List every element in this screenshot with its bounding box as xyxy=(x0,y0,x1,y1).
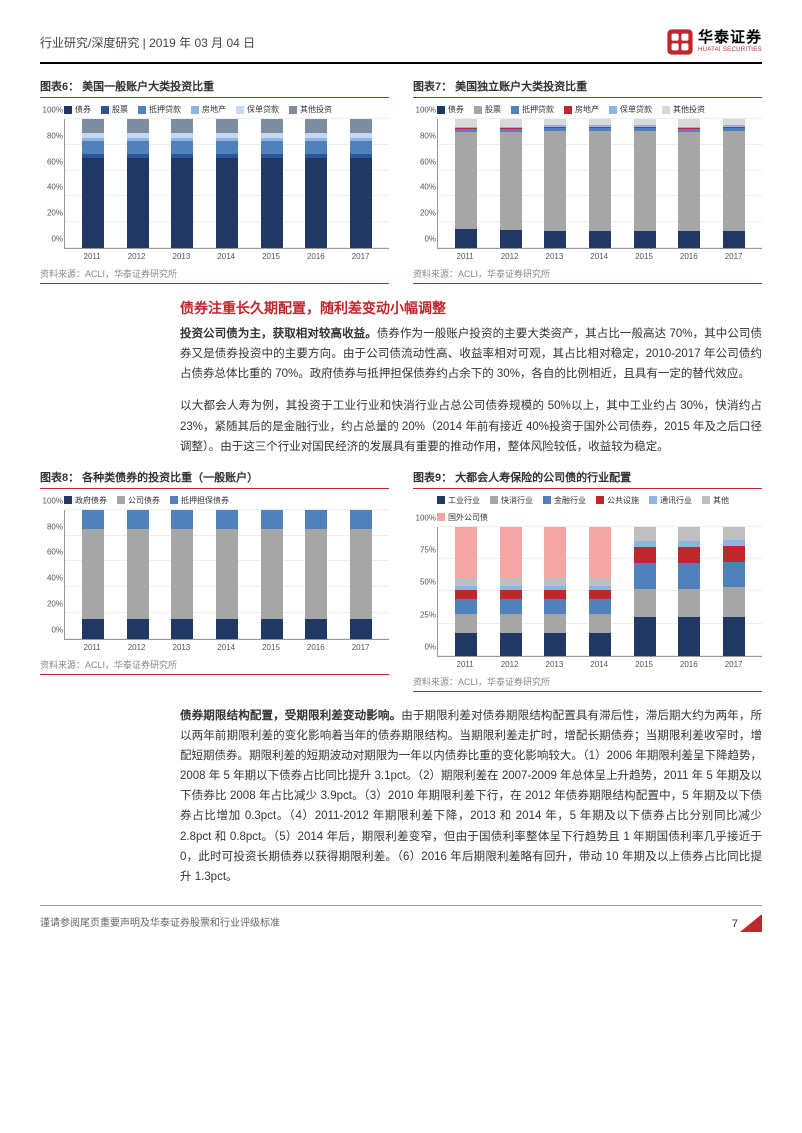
bar xyxy=(455,119,477,248)
bar xyxy=(82,510,104,639)
bar xyxy=(305,510,327,639)
paragraph-2: 以大都会人寿为例，其投资于工业行业和快消行业占总公司债券规模的 50%以上，其中… xyxy=(180,396,762,456)
chart-legend: 政府债券公司债券抵押担保债券 xyxy=(40,495,389,506)
legend-item: 债券 xyxy=(437,104,464,115)
page-header: 行业研究/深度研究 | 2019 年 03 月 04 日 华泰证券 HUATAI… xyxy=(40,28,762,64)
bar xyxy=(589,119,611,248)
legend-item: 工业行业 xyxy=(437,495,480,506)
legend-item: 债券 xyxy=(64,104,91,115)
bar xyxy=(634,119,656,248)
chart-source: 资料来源：ACLI，华泰证券研究所 xyxy=(40,658,389,675)
legend-item: 公共设施 xyxy=(596,495,639,506)
bar xyxy=(455,527,477,656)
bar xyxy=(723,527,745,656)
legend-item: 快消行业 xyxy=(490,495,533,506)
bar xyxy=(127,119,149,248)
legend-item: 抵押贷款 xyxy=(511,104,554,115)
chart-xaxis: 2011201220132014201520162017 xyxy=(64,252,389,261)
bar xyxy=(678,527,700,656)
chart-legend: 债券股票抵押贷款房地产保单贷款其他投资 xyxy=(413,104,762,115)
bar xyxy=(350,510,372,639)
chart-canvas: 0%20%40%60%80%100% xyxy=(64,119,389,249)
paragraph-1: 投资公司债为主，获取相对较高收益。债券作为一般账户投资的主要大类资产，其占比一般… xyxy=(180,324,762,384)
chart-legend: 债券股票抵押贷款房地产保单贷款其他投资 xyxy=(40,104,389,115)
page-footer: 谨请参阅尾页重要声明及华泰证券股票和行业评级标准 7 xyxy=(40,905,762,932)
legend-item: 股票 xyxy=(474,104,501,115)
bar xyxy=(305,119,327,248)
chart-canvas: 0%20%40%60%80%100% xyxy=(437,119,762,249)
chart-xaxis: 2011201220132014201520162017 xyxy=(64,643,389,652)
chart-source: 资料来源：ACLI，华泰证券研究所 xyxy=(413,675,762,692)
legend-item: 股票 xyxy=(101,104,128,115)
legend-item: 公司债券 xyxy=(117,495,160,506)
chart-title: 图表9： 大都会人寿保险的公司债的行业配置 xyxy=(413,469,762,489)
bar xyxy=(127,510,149,639)
breadcrumb: 行业研究/深度研究 | 2019 年 03 月 04 日 xyxy=(40,34,255,51)
chart-source: 资料来源：ACLI，华泰证券研究所 xyxy=(413,267,762,284)
bar xyxy=(500,527,522,656)
chart-source: 资料来源：ACLI，华泰证券研究所 xyxy=(40,267,389,284)
legend-item: 其他投资 xyxy=(662,104,705,115)
chart-title: 图表6： 美国一般账户大类投资比重 xyxy=(40,78,389,98)
chart-title: 图表8： 各种类债券的投资比重（一般账户） xyxy=(40,469,389,489)
bar xyxy=(544,527,566,656)
bar xyxy=(678,119,700,248)
chart-canvas: 0%25%50%75%100% xyxy=(437,527,762,657)
legend-item: 通讯行业 xyxy=(649,495,692,506)
chart-xaxis: 2011201220132014201520162017 xyxy=(437,660,762,669)
legend-item: 房地产 xyxy=(191,104,226,115)
legend-item: 保单贷款 xyxy=(609,104,652,115)
logo-text-cn: 华泰证券 xyxy=(698,30,762,47)
chart-6: 图表6： 美国一般账户大类投资比重债券股票抵押贷款房地产保单贷款其他投资 0%20… xyxy=(40,78,389,284)
chart-9: 图表9： 大都会人寿保险的公司债的行业配置工业行业快消行业金融行业公共设施通讯行… xyxy=(413,469,762,692)
legend-item: 国外公司债 xyxy=(437,512,488,523)
bar xyxy=(634,527,656,656)
bar xyxy=(261,119,283,248)
legend-item: 保单贷款 xyxy=(236,104,279,115)
bar xyxy=(589,527,611,656)
section-title-1: 债券注重长久期配置，随利差变动小幅调整 xyxy=(180,298,762,318)
bar xyxy=(261,510,283,639)
bar xyxy=(171,119,193,248)
chart-canvas: 0%20%40%60%80%100% xyxy=(64,510,389,640)
legend-item: 其他 xyxy=(702,495,729,506)
bar xyxy=(500,119,522,248)
chart-title: 图表7： 美国独立账户大类投资比重 xyxy=(413,78,762,98)
bar xyxy=(350,119,372,248)
bar xyxy=(544,119,566,248)
legend-item: 房地产 xyxy=(564,104,599,115)
chart-8: 图表8： 各种类债券的投资比重（一般账户） 政府债券公司债券抵押担保债券 0%20%… xyxy=(40,469,389,692)
bar xyxy=(723,119,745,248)
legend-item: 其他投资 xyxy=(289,104,332,115)
logo-text-en: HUATAI SECURITIES xyxy=(698,47,762,54)
bar xyxy=(216,119,238,248)
logo-icon xyxy=(666,28,694,56)
legend-item: 抵押担保债券 xyxy=(170,495,229,506)
legend-item: 金融行业 xyxy=(543,495,586,506)
bar xyxy=(216,510,238,639)
page-corner-icon xyxy=(740,914,762,932)
bar xyxy=(82,119,104,248)
bar xyxy=(171,510,193,639)
legend-item: 抵押贷款 xyxy=(138,104,181,115)
chart-legend: 工业行业快消行业金融行业公共设施通讯行业其他国外公司债 xyxy=(413,495,762,523)
paragraph-3: 债券期限结构配置，受期限利差变动影响。由于期限利差对债券期限结构配置具有滞后性，… xyxy=(180,706,762,887)
legend-item: 政府债券 xyxy=(64,495,107,506)
logo: 华泰证券 HUATAI SECURITIES xyxy=(666,28,762,56)
chart-xaxis: 2011201220132014201520162017 xyxy=(437,252,762,261)
footer-disclaimer: 谨请参阅尾页重要声明及华泰证券股票和行业评级标准 xyxy=(40,914,280,929)
chart-7: 图表7： 美国独立账户大类投资比重债券股票抵押贷款房地产保单贷款其他投资 0%20… xyxy=(413,78,762,284)
